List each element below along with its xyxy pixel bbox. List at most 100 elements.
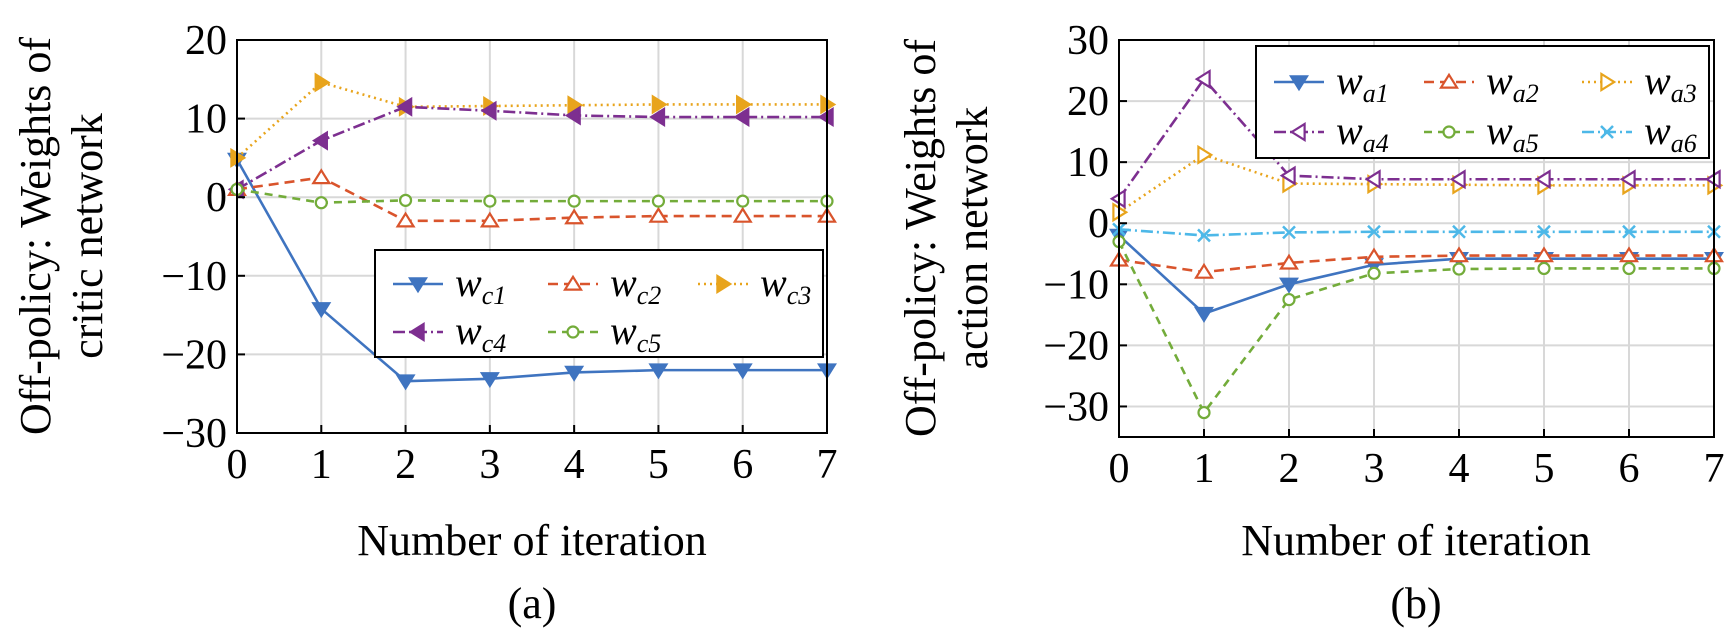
legend-box	[374, 249, 824, 358]
y-tick-label: 10	[185, 97, 227, 143]
data-point-a2	[1194, 262, 1214, 279]
legend-label-c1: wc1	[455, 260, 506, 310]
panel-label: (b)	[1390, 579, 1441, 628]
x-tick-label: 7	[817, 442, 838, 488]
legend-box	[1255, 45, 1710, 159]
data-point-c5	[567, 194, 581, 208]
legend-label-c2: wc2	[610, 260, 661, 310]
legend-label-a6: wa6	[1644, 108, 1697, 158]
legend-label-a3: wa3	[1644, 58, 1697, 108]
x-tick-label: 7	[1704, 446, 1725, 492]
series-line-a2	[1118, 254, 1714, 274]
data-point-a5	[1452, 262, 1466, 276]
data-point-a4	[1279, 165, 1296, 186]
x-tick-label: 3	[1364, 446, 1385, 492]
data-point-c4	[649, 107, 666, 128]
data-point-c4	[564, 105, 581, 126]
plot-border	[236, 39, 828, 434]
data-point-a5	[1367, 266, 1381, 280]
data-point-c2	[311, 168, 332, 185]
y-tick-label: −20	[161, 332, 227, 378]
legend-marker-a2	[1439, 72, 1459, 89]
data-point-a6	[1282, 225, 1296, 240]
series-line-c2	[236, 176, 827, 223]
data-point-c1	[311, 302, 332, 319]
legend-marker-c1	[408, 277, 428, 294]
legend-label-c5: wc5	[610, 308, 661, 358]
data-point-a5	[1537, 261, 1551, 276]
data-point-c2	[395, 211, 416, 228]
x-tick-label: 1	[311, 442, 332, 488]
x-tick-label: 6	[1619, 446, 1640, 492]
data-point-a6	[1537, 224, 1551, 239]
data-point-c1	[732, 363, 753, 380]
data-point-a2	[1279, 253, 1299, 270]
series-line-a5	[1117, 240, 1714, 416]
x-axis-label: Number of iteration	[357, 516, 706, 565]
legend-marker-c2	[563, 274, 583, 291]
legend-marker-a6	[1600, 125, 1614, 139]
legend-label-a5: wa5	[1486, 108, 1539, 158]
data-point-a4	[1619, 169, 1636, 190]
series-line-a6	[1118, 228, 1714, 237]
x-tick-label: 5	[1534, 446, 1555, 492]
series-line-c4	[236, 105, 827, 191]
axis-ticks: 0 1 2 3 4 5 6 7 −30 −20 −10 0 10 20 30	[1043, 18, 1724, 492]
gridlines	[1119, 40, 1714, 437]
data-point-a2	[1364, 247, 1384, 264]
data-point-c4	[396, 96, 413, 117]
y-tick-label: 0	[206, 175, 227, 221]
x-tick-label: 6	[732, 442, 753, 488]
data-point-c2	[564, 208, 585, 225]
series-line-c5	[236, 188, 827, 205]
legend-marker-a3	[1600, 72, 1617, 92]
data-point-a4	[1194, 69, 1211, 90]
legend-label-a2: wa2	[1486, 58, 1539, 108]
data-point-a4	[1364, 169, 1381, 190]
data-point-c3	[736, 94, 752, 115]
series-line-a1	[1118, 234, 1714, 316]
panel-label: (a)	[508, 579, 557, 628]
data-point-a4	[1449, 169, 1466, 190]
legend-label-c4: wc4	[455, 308, 506, 358]
data-point-c5	[736, 194, 750, 208]
series-group	[1109, 69, 1724, 420]
y-tick-label: −10	[161, 254, 227, 300]
data-point-c1	[564, 365, 585, 382]
y-tick-label: −10	[1043, 262, 1109, 308]
y-tick-label: −20	[1043, 323, 1109, 369]
x-tick-label: 2	[1279, 446, 1300, 492]
data-point-c4	[312, 130, 328, 151]
legend-label-c3: wc3	[760, 260, 811, 310]
series-group	[227, 72, 837, 391]
legend: wa1 wa2 wa3 wa4 wa5 wa6	[1255, 45, 1710, 159]
legend-marker-c5	[566, 325, 580, 339]
y-axis-label-line2: critic network	[63, 113, 112, 359]
data-point-a1	[1279, 277, 1299, 294]
legend-marker-a1	[1289, 75, 1309, 92]
x-tick-label: 0	[1109, 446, 1130, 492]
y-tick-label: 20	[185, 18, 227, 64]
data-point-c2	[648, 206, 669, 223]
axis-ticks: 0 1 2 3 4 5 6 7 −30 −20 −10 0 10 20	[161, 18, 837, 488]
data-point-a5	[1197, 405, 1211, 420]
data-point-a5	[1282, 292, 1296, 307]
panel-a: 0 1 2 3 4 5 6 7 −30 −20 −10 0 10 20 Number of iterati…	[11, 18, 838, 628]
data-point-c5	[651, 194, 666, 208]
y-tick-label: −30	[1043, 384, 1109, 430]
data-point-a4	[1534, 169, 1551, 190]
data-point-a6	[1367, 224, 1381, 239]
legend-label-a4: wa4	[1336, 108, 1389, 158]
series-line-c1	[235, 158, 827, 383]
data-point-c1	[395, 374, 416, 391]
x-tick-label: 3	[479, 442, 500, 488]
legend-marker-c3	[716, 274, 733, 294]
legend: wc1 wc2 wc3 wc4 wc5	[374, 249, 824, 358]
y-tick-label: 20	[1067, 79, 1109, 125]
y-axis-label-line2: action network	[948, 107, 997, 370]
series-line-a3	[1118, 153, 1714, 214]
data-point-a6	[1452, 224, 1466, 239]
x-tick-label: 4	[1449, 446, 1470, 492]
data-point-c3	[651, 94, 668, 115]
y-tick-label: 10	[1067, 140, 1109, 186]
